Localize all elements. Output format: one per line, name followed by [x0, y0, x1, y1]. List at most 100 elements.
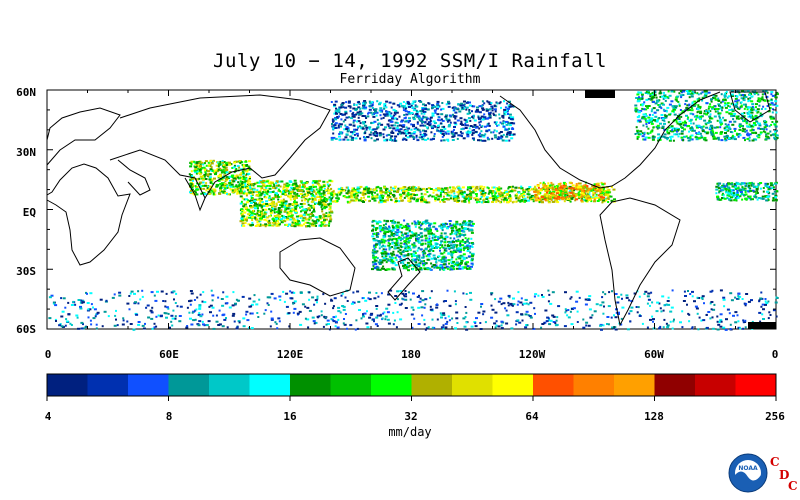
rain-cell-4 [732, 195, 735, 198]
rain-cell-7 [495, 130, 498, 133]
rain-cell-5 [427, 232, 431, 235]
rain-cell-7 [344, 136, 348, 139]
rain-cell-3 [327, 187, 330, 190]
rain-cell-5 [376, 257, 379, 260]
rain-cell-1 [587, 189, 590, 192]
rain-cell-5 [470, 255, 474, 258]
rain-cell-4 [730, 196, 733, 199]
rain-cell-6 [604, 293, 607, 296]
rain-cell-5 [460, 249, 463, 251]
rain-cell-6 [630, 306, 634, 309]
rain-cell-6 [330, 299, 334, 302]
rain-cell-0 [564, 187, 568, 190]
rain-cell-5 [443, 266, 447, 269]
rain-cell-6 [563, 325, 567, 328]
rain-cell-6 [74, 303, 77, 306]
rain-cell-0 [495, 197, 498, 200]
rain-cell-5 [393, 222, 396, 225]
rain-cell-7 [431, 106, 434, 109]
rain-cell-6 [566, 314, 569, 317]
rain-cell-6 [268, 296, 272, 299]
rain-cell-0 [354, 196, 358, 199]
rain-cell-6 [195, 308, 198, 311]
rain-cell-6 [436, 318, 439, 321]
rain-cell-5 [441, 259, 444, 262]
rain-cell-7 [376, 138, 379, 141]
rain-cell-5 [391, 252, 394, 255]
rain-cell-0 [407, 197, 411, 200]
rain-cell-6 [716, 320, 719, 323]
rain-cell-3 [280, 221, 283, 224]
rain-cell-0 [492, 199, 495, 202]
rain-cell-5 [439, 266, 443, 269]
rain-cell-4 [735, 181, 738, 184]
rain-cell-6 [681, 326, 684, 329]
rain-cell-5 [443, 251, 446, 254]
rain-cell-6 [93, 308, 97, 311]
rain-cell-2 [222, 161, 225, 164]
rain-cell-6 [774, 301, 778, 304]
rain-cell-6 [465, 321, 468, 324]
rain-cell-3 [245, 194, 248, 197]
rain-cell-7 [454, 111, 458, 114]
rain-cell-5 [420, 239, 424, 242]
rain-cell-6 [290, 291, 294, 294]
rain-cell-5 [377, 261, 381, 264]
rain-cell-4 [774, 196, 777, 199]
rain-cell-6 [480, 303, 484, 305]
rain-cell-5 [447, 246, 451, 249]
rain-cell-3 [328, 208, 332, 211]
rain-cell-0 [345, 186, 348, 189]
rain-cell-3 [271, 205, 274, 208]
rain-cell-6 [711, 316, 714, 319]
rain-cell-7 [382, 128, 386, 131]
rain-cell-7 [499, 131, 503, 133]
rain-cell-5 [392, 250, 395, 253]
rain-cell-3 [317, 190, 321, 193]
rain-cell-3 [276, 184, 279, 187]
rain-cell-5 [448, 266, 452, 269]
rain-cell-5 [423, 251, 426, 254]
rain-cell-7 [412, 138, 415, 140]
rain-cell-3 [265, 205, 269, 208]
rain-cell-7 [440, 108, 443, 111]
rain-cell-3 [322, 213, 326, 216]
rain-cell-0 [406, 194, 409, 197]
rain-cell-6 [404, 298, 408, 301]
rain-cell-6 [652, 320, 654, 323]
rain-cell-3 [278, 223, 281, 226]
rain-cell-3 [264, 211, 268, 214]
rain-cell-5 [422, 221, 425, 223]
rain-cell-6 [232, 312, 236, 315]
rain-cell-5 [378, 225, 382, 228]
rain-cell-2 [198, 183, 201, 185]
rain-cell-4 [769, 182, 773, 185]
rain-cell-3 [297, 220, 300, 223]
rain-cell-5 [379, 240, 383, 243]
rain-cell-6 [253, 294, 256, 297]
rain-cell-5 [399, 239, 402, 242]
rain-cell-6 [376, 314, 379, 317]
rain-cell-7 [461, 123, 465, 126]
rain-cell-6 [651, 301, 654, 304]
rain-cell-4 [733, 186, 737, 189]
rain-cell-5 [374, 229, 377, 232]
rain-cell-6 [710, 308, 713, 311]
rain-cell-4 [762, 187, 765, 189]
rain-cell-6 [198, 307, 202, 310]
rain-cell-6 [255, 303, 259, 306]
rain-cell-7 [354, 109, 358, 111]
rain-cell-0 [393, 185, 397, 188]
rain-cell-7 [414, 114, 417, 117]
rain-cell-2 [190, 163, 193, 166]
rain-cell-6 [600, 328, 603, 331]
rain-cell-6 [500, 327, 504, 330]
rain-cell-1 [555, 185, 559, 188]
rain-cell-3 [294, 203, 298, 205]
rain-cell-2 [192, 178, 195, 181]
rain-cell-3 [260, 211, 263, 214]
rain-cell-6 [304, 317, 307, 320]
rain-cell-6 [635, 306, 638, 308]
rain-cell-7 [458, 110, 462, 113]
rain-cell-3 [325, 212, 328, 215]
